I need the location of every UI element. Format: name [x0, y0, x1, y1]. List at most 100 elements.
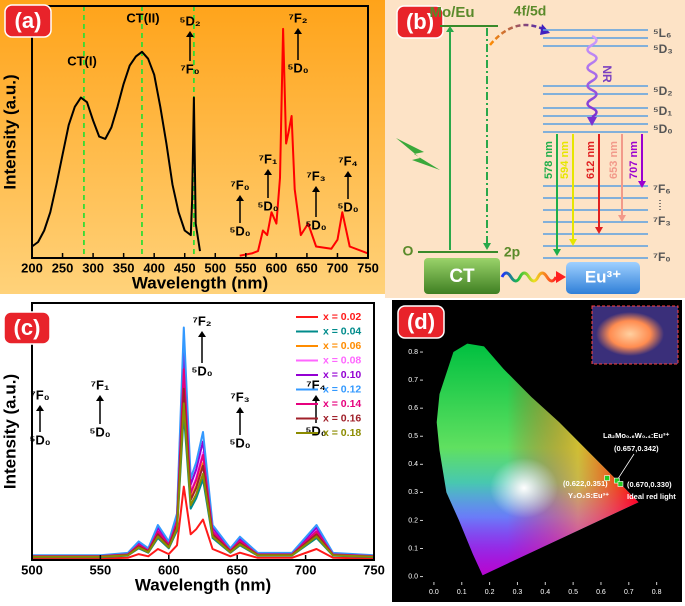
annotation-upper: ⁷F₁	[91, 377, 110, 392]
y-tick-label: 0.3	[408, 489, 418, 496]
emission-label: 612 nm	[585, 141, 597, 179]
x-tick-label: 700	[295, 562, 317, 577]
transfer-arc	[489, 23, 546, 46]
point-coords: (0.622,0.351)	[563, 479, 608, 488]
band-label: 4f/5d	[514, 3, 547, 19]
arrow-head	[344, 171, 352, 177]
series-line	[31, 50, 201, 252]
legend-label: x = 0.06	[323, 340, 361, 352]
point-coords: (0.657,0.342)	[614, 444, 659, 453]
x-tick-label: 600	[158, 562, 180, 577]
x-tick-label: 350	[113, 260, 135, 275]
annotation-lower: ⁷F₀	[180, 61, 199, 76]
panel-label: (a)	[15, 8, 42, 33]
x-tick-label: 250	[52, 260, 74, 275]
x-tick-label: 0.6	[596, 589, 606, 596]
x-tick-label: 0.0	[429, 589, 439, 596]
annotation-upper: ⁷F₀	[230, 177, 249, 192]
annotation: CT(II)	[126, 10, 159, 25]
arrow-head	[264, 169, 272, 175]
ct-label: CT	[449, 266, 475, 287]
sample-photo	[591, 305, 679, 365]
level-label: ⁷F₀	[653, 250, 671, 264]
arrow-head	[569, 239, 577, 246]
x-axis-label: Wavelength (nm)	[135, 575, 271, 594]
point-coords: (0.670,0.330)	[627, 480, 672, 489]
panel-label-box	[397, 305, 445, 339]
arrow-head	[553, 249, 561, 256]
annotation-upper: ⁷F₄	[338, 153, 358, 168]
annotation-lower: ⁵D₀	[305, 423, 326, 438]
annotation-lower: ⁵D₀	[191, 363, 212, 378]
ion-box	[566, 262, 640, 294]
legend-label: x = 0.04	[323, 325, 361, 337]
y-tick-label: 0.6	[408, 405, 418, 412]
panel-label-box	[3, 311, 51, 345]
annotation-upper: ⁷F₀	[30, 387, 49, 402]
y-tick-label: 0.4	[408, 461, 418, 468]
orbital-label: 2p	[504, 244, 520, 260]
x-tick-label: 0.3	[513, 589, 523, 596]
annotation-lower: ⁵D₀	[89, 424, 110, 439]
x-tick-label: 450	[174, 260, 196, 275]
x-tick-label: 300	[82, 260, 104, 275]
annotation-upper: ⁷F₂	[192, 313, 211, 328]
cie-diagram	[436, 343, 639, 576]
x-tick-label: 0.5	[568, 589, 578, 596]
y-tick-label: 0.0	[408, 573, 418, 580]
plot-frame	[31, 5, 369, 259]
x-tick-label: 650	[296, 260, 318, 275]
nr-head	[587, 117, 597, 126]
panel-label-box	[4, 4, 52, 38]
annotation-lower: ⁵D₀	[305, 217, 326, 232]
annotation-upper: ⁷F₃	[230, 389, 249, 404]
host-label: Mo/Eu	[430, 4, 475, 21]
arrow-head	[618, 215, 626, 222]
panel-label: (c)	[14, 315, 41, 340]
annotation: CT(I)	[67, 53, 97, 68]
emission-label: 707 nm	[628, 141, 640, 179]
arrow-head	[638, 181, 646, 188]
legend-label: x = 0.02	[323, 311, 361, 323]
series-line	[32, 485, 375, 560]
x-tick-label: 550	[235, 260, 257, 275]
arrow-head	[446, 26, 454, 32]
y-tick-label: 0.7	[408, 377, 418, 384]
annotation-lower: ⁵D₀	[337, 199, 358, 214]
x-tick-label: 0.7	[624, 589, 634, 596]
cie-purple-shade	[436, 343, 639, 576]
panel-label: (b)	[406, 9, 434, 34]
photo-powder	[596, 312, 664, 356]
legend-label: x = 0.18	[323, 427, 361, 439]
arrow-head	[312, 186, 320, 192]
annotation-lower: ⁵D₀	[257, 198, 278, 213]
annotation-upper: ⁷F₂	[288, 10, 307, 25]
arrow-head	[236, 407, 244, 413]
leader-line	[616, 453, 635, 481]
y-tick-label: 0.8	[408, 349, 418, 356]
level-label: ⁵D₃	[653, 42, 673, 56]
arrow-head	[483, 243, 491, 250]
point-name: La₂Mo₀.₆W₀.₄:Eu³⁺	[603, 431, 669, 440]
ion-label: Eu³⁺	[585, 267, 621, 286]
energy-wave	[500, 271, 558, 283]
arrow-head	[96, 395, 104, 401]
x-tick-label: 400	[143, 260, 165, 275]
lightning	[396, 138, 440, 170]
x-tick-label: 700	[327, 260, 349, 275]
energy-wave-head	[556, 271, 566, 283]
level-label: ⁵D₁	[653, 104, 672, 118]
y-tick-label: 0.1	[408, 545, 418, 552]
emission-label: 578 nm	[543, 141, 555, 179]
arrow-head	[294, 28, 302, 34]
level-label: ⁷F₆	[653, 182, 671, 196]
level-label: ⁵L₆	[653, 26, 671, 40]
ct-box	[424, 258, 500, 294]
annotation-lower: ⁵D₀	[229, 223, 250, 238]
x-tick-label: 550	[90, 562, 112, 577]
x-tick-label: 0.2	[485, 589, 495, 596]
x-axis-label: Wavelength (nm)	[132, 273, 268, 292]
panel-label: (d)	[407, 309, 435, 334]
plot-frame	[31, 302, 375, 561]
